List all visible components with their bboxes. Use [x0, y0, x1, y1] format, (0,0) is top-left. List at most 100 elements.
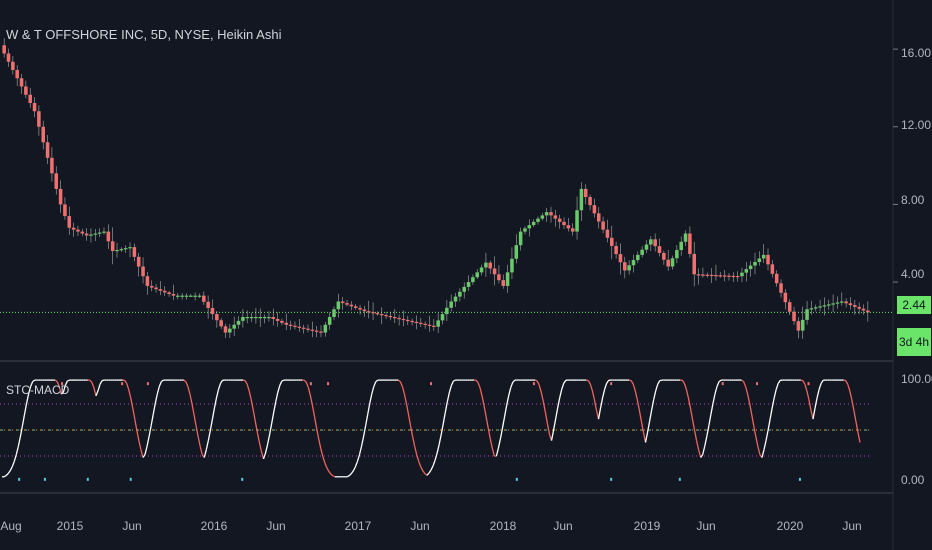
- midline-dot: [625, 429, 627, 431]
- candle-body: [675, 250, 679, 259]
- stc-line-segment: [804, 384, 808, 391]
- midline-dot: [273, 429, 275, 431]
- midline-dot: [537, 429, 539, 431]
- candle-body: [610, 237, 614, 246]
- stc-line-segment: [475, 379, 479, 383]
- midline-dot: [249, 429, 251, 431]
- stc-line-segment: [156, 386, 160, 395]
- candle-body: [501, 280, 506, 286]
- midline-dot: [505, 429, 507, 431]
- candle-body: [54, 173, 59, 189]
- candle-body: [110, 241, 115, 251]
- midline-dot: [817, 429, 819, 431]
- price-tick-label: 16.00: [901, 46, 932, 60]
- stc-line-segment: [15, 446, 19, 455]
- midline-dot: [225, 429, 227, 431]
- stc-line-segment: [818, 383, 822, 390]
- candle-body: [471, 277, 475, 283]
- stc-line-segment: [487, 427, 491, 439]
- midline-dot: [217, 429, 219, 431]
- candle-body: [618, 254, 623, 263]
- stc-line-segment: [432, 459, 436, 467]
- candle-body: [58, 188, 63, 205]
- stc-line-segment: [767, 418, 771, 431]
- buy-marker: [18, 477, 21, 481]
- candle-body: [484, 262, 488, 268]
- stc-line-segment: [587, 380, 591, 385]
- midline-dot: [377, 429, 379, 431]
- midline-dot: [481, 429, 483, 431]
- midline-dot: [577, 429, 579, 431]
- midline-dot: [281, 429, 283, 431]
- midline-dot: [433, 429, 435, 431]
- midline-dot: [697, 429, 699, 431]
- stc-line-segment: [632, 384, 636, 391]
- candle-body: [727, 275, 731, 277]
- candle-body: [757, 258, 762, 262]
- midline-dot: [393, 429, 395, 431]
- candle-body: [419, 322, 423, 325]
- stc-line-segment: [17, 436, 22, 447]
- stc-line-segment: [315, 427, 320, 439]
- candle-body: [254, 317, 258, 319]
- stc-line-segment: [330, 473, 334, 477]
- midline-dot: [497, 429, 499, 431]
- stc-line-segment: [655, 384, 659, 391]
- candle-body: [536, 218, 540, 222]
- midline-dot: [305, 429, 307, 431]
- stc-line-segment: [769, 407, 773, 420]
- midline-dot: [729, 429, 731, 431]
- stc-line-segment: [538, 385, 542, 393]
- midline-dot: [73, 429, 75, 431]
- candle-body: [800, 319, 805, 331]
- midline-dot: [681, 429, 683, 431]
- stc-line-segment: [252, 410, 256, 422]
- stc-line-segment: [693, 430, 698, 441]
- sell-marker: [327, 382, 330, 386]
- candle-body: [427, 324, 432, 326]
- candle-body: [332, 309, 336, 317]
- midline-dot: [145, 429, 147, 431]
- stc-line-segment: [332, 475, 336, 478]
- candle-body: [488, 262, 493, 269]
- time-tick-label: Aug: [0, 519, 22, 533]
- candle-body: [835, 302, 840, 304]
- midline-dot: [177, 429, 179, 431]
- candle-body: [766, 254, 770, 265]
- candle-body: [393, 317, 397, 319]
- candle-body: [80, 231, 85, 234]
- candle-body: [774, 273, 779, 284]
- midline-dot: [585, 429, 587, 431]
- midline-dot: [601, 429, 603, 431]
- stc-line-segment: [814, 397, 818, 409]
- stc-line-segment: [136, 430, 140, 441]
- buy-marker: [610, 477, 613, 481]
- candle-body: [623, 262, 627, 271]
- candle-body: [149, 285, 154, 288]
- sell-marker: [610, 382, 613, 386]
- stc-line-segment: [536, 380, 540, 386]
- stc-line-segment: [360, 436, 365, 447]
- midline-dot: [153, 429, 155, 431]
- stc-line-segment: [56, 381, 60, 387]
- candle-body: [63, 204, 67, 217]
- stc-line-segment: [483, 405, 487, 417]
- midline-dot: [513, 429, 515, 431]
- candle-body: [228, 328, 232, 333]
- stc-line-segment: [371, 386, 375, 395]
- stc-line-segment: [606, 379, 610, 384]
- buy-marker: [798, 477, 801, 481]
- stc-line-segment: [648, 410, 653, 422]
- stc-line-segment: [21, 414, 26, 426]
- stc-line-segment: [367, 403, 371, 415]
- candle-body: [202, 295, 206, 302]
- stc-line-segment: [646, 421, 651, 433]
- stc-line-segment: [753, 425, 757, 437]
- candle-body: [735, 276, 740, 278]
- candle-body: [853, 305, 857, 307]
- stc-line-segment: [375, 379, 379, 383]
- indicator-tick-label: 0.00: [901, 473, 925, 487]
- stc-line-segment: [489, 438, 493, 449]
- candle-body: [379, 314, 384, 316]
- stc-line-segment: [19, 425, 24, 437]
